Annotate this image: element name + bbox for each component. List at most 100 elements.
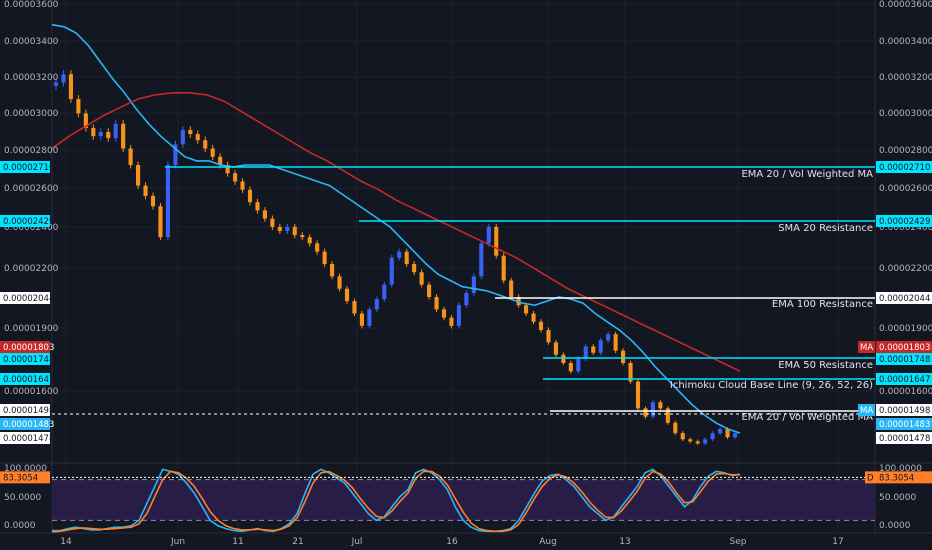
ma-tag-text: MA [860,406,873,416]
price-badge-left [0,373,50,385]
candle-body [315,243,320,252]
osc-tick-label-left: 0.0000 [4,521,36,531]
y-tick-label-right: 0.00002200 [879,264,932,274]
candle-body [732,433,738,438]
candle-body [158,206,163,238]
ema-20-line [51,23,741,434]
candle-body [613,334,618,351]
candle-body [173,144,178,165]
candle-body [374,299,379,310]
price-badge [876,341,932,353]
osc-value-badge-left [0,471,50,484]
candle-body [531,313,536,322]
price-badge-left [0,341,50,353]
time-axis: 14 Jun 11 21 Jul 16 Aug 13 Sep 17 [0,532,932,547]
osc-tick-label-right: 100.0000 [879,464,922,474]
price-badge-left-text: 0.00001647 [3,375,54,385]
candle-body [583,346,588,359]
x-tick-label: Jul [351,537,363,547]
y-tick-label-right: 0.00001600 [879,387,932,397]
candle-body [509,280,514,297]
price-axes: 0.00003600 0.00003600 0.00003400 0.00003400… [0,0,932,531]
y-tick-label-left: 0.00003600 [4,0,59,10]
price-badge-left [0,215,50,227]
candle-body [150,195,156,207]
osc-tick-label-left: 100.0000 [4,464,47,474]
price-badge [876,404,932,416]
y-tick-label-left: 0.00002200 [4,264,59,274]
price-badge-left [0,161,50,173]
price-badge [876,292,932,304]
price-badge [876,373,932,385]
price-badge-left [0,292,50,304]
candle-body [479,243,484,277]
candle-body [561,354,566,363]
price-badge-left [0,432,50,444]
candle-body [643,408,648,417]
price-badge-text: 0.00001803 [879,343,930,353]
price-badge-text: 0.00001483 [879,420,930,430]
candle-body [598,340,603,353]
candle-body [277,226,282,231]
candle-body [300,235,305,238]
candle-body [61,74,66,83]
candle-body [546,330,551,343]
y-tick-label-left: 0.00001900 [4,324,59,334]
price-badge-text: 0.00001498 [879,406,930,416]
price-badge-left-text: 0.00001498 [3,406,54,416]
x-tick-label: 14 [60,537,72,547]
oscillator-band-fill [52,479,875,521]
candle-body [389,257,394,285]
ema-100-line [51,92,741,372]
osc-value-badge-right [876,471,932,484]
y-tick-label-left: 0.00003400 [4,37,59,47]
price-badge-text: 0.00001647 [879,375,930,385]
candle-body [292,226,297,236]
price-badge [876,353,932,365]
y-tick-label-right: 0.00003000 [879,109,932,119]
price-badge [876,418,932,430]
level-annotation: Ichimoku Cloud Base Line (9, 26, 52, 26) [670,380,873,391]
price-badge-left-text: 0.00001748 [3,355,54,365]
interval-tag [865,471,876,484]
candle-body [270,218,275,227]
candle-body [688,439,693,442]
candle-body [180,129,185,145]
candle-body [680,433,685,440]
candle-body [412,264,417,273]
moving-averages [51,23,741,434]
stoch-k-line [52,468,741,533]
candle-body [285,226,290,231]
y-tick-label-right: 0.00002400 [879,223,932,233]
price-badge-left-text: 0.00001483 [3,420,54,430]
y-tick-label-right: 0.00001900 [879,324,932,334]
ma-tag [858,341,875,353]
candle-body [695,441,700,444]
osc-tick-label-right: 50.0000 [879,493,916,503]
candle-body [240,181,245,190]
y-tick-label-left: 0.00003200 [4,73,59,83]
y-tick-label-left: 0.00002400 [4,223,59,233]
candle-body [262,210,267,219]
candle-body [553,342,558,355]
osc-tick-label-right: 0.0000 [879,521,911,531]
candle-body [68,74,73,99]
candle-body [344,288,350,302]
price-badge-text: 0.00002710 [879,163,930,173]
y-tick-label-right: 0.00002600 [879,184,932,194]
candle-body [673,422,678,434]
candle-body [419,272,424,285]
x-tick-label: 16 [446,537,458,547]
price-badge-text: 0.00001478 [879,434,930,444]
candle-body [195,134,200,141]
y-tick-label-right: 0.00003200 [879,73,932,83]
candle-body [725,429,730,438]
osc-tick-label-left: 50.0000 [4,493,41,503]
candle-body [665,408,670,423]
candle-body [98,132,103,137]
x-tick-label: Jun [170,537,185,547]
y-tick-label-right: 0.00002800 [879,146,932,156]
candle-body [83,113,88,128]
